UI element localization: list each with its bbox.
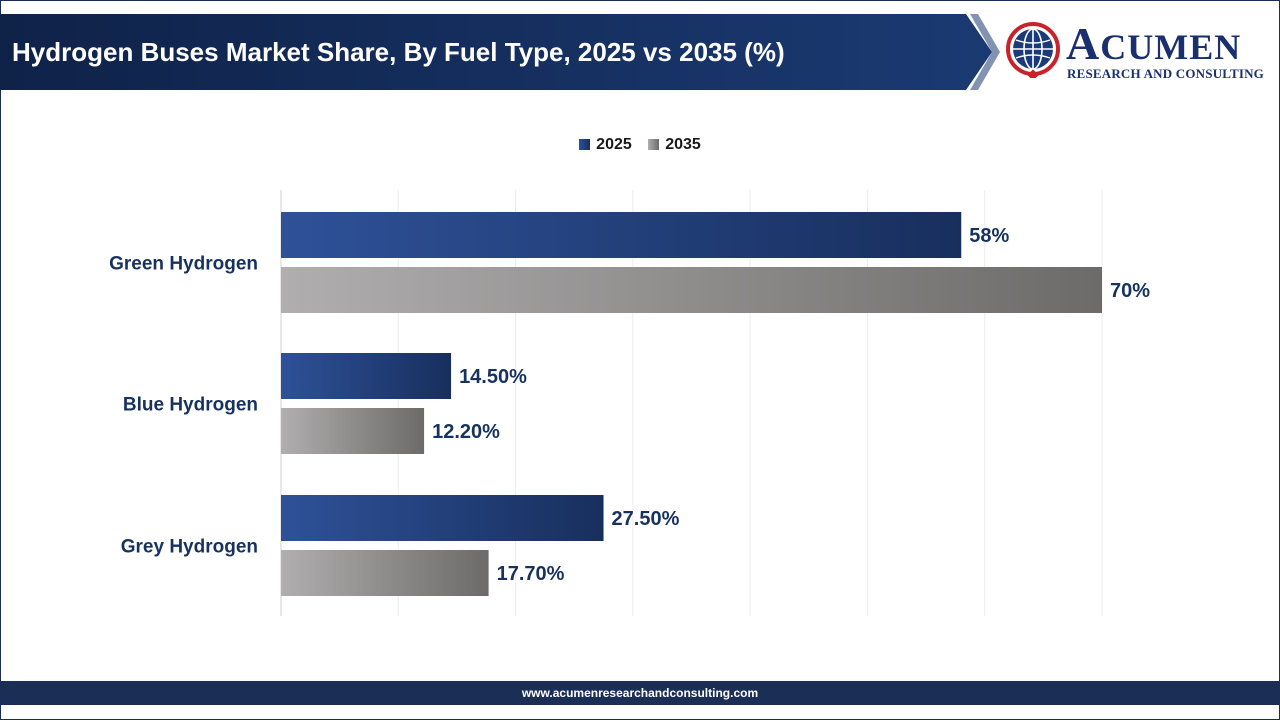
- bar-2035: [281, 408, 425, 454]
- data-label: 27.50%: [612, 508, 680, 530]
- logo-initial: A: [1066, 18, 1101, 69]
- category-label: Blue Hydrogen: [123, 395, 258, 416]
- legend-label-2025: 2025: [596, 136, 632, 153]
- chart-legend: 2025 2035: [0, 136, 1280, 154]
- footer-bar: www.acumenresearchandconsulting.com: [0, 681, 1280, 705]
- data-label: 14.50%: [459, 366, 527, 388]
- title-banner-shape: [0, 14, 1000, 90]
- legend-item-2025: 2025: [579, 136, 632, 154]
- bar-2025: [281, 495, 604, 541]
- footer-url[interactable]: www.acumenresearchandconsulting.com: [521, 686, 759, 700]
- bar-2035: [281, 550, 489, 596]
- chart-bars: [281, 212, 1102, 596]
- data-label: 12.20%: [432, 421, 500, 443]
- legend-swatch-2035: [648, 139, 660, 150]
- page-title: Hydrogen Buses Market Share, By Fuel Typ…: [12, 37, 785, 67]
- globe-icon: [1006, 22, 1060, 78]
- title-banner: [0, 14, 1000, 90]
- bar-2035: [281, 267, 1102, 313]
- company-logo: ACUMEN RESEARCH AND CONSULTING: [1004, 18, 1266, 84]
- category-label: Green Hydrogen: [109, 254, 258, 275]
- logo-tagline: RESEARCH AND CONSULTING: [1067, 66, 1264, 81]
- legend-swatch-2025: [579, 139, 591, 150]
- legend-item-2035: 2035: [648, 136, 701, 154]
- logo-name-rest: CUMEN: [1100, 27, 1242, 67]
- bar-2025: [281, 353, 452, 399]
- data-label: 70%: [1110, 280, 1150, 302]
- logo-wordmark: ACUMEN: [1066, 20, 1241, 71]
- data-label: 17.70%: [497, 563, 565, 585]
- legend-label-2035: 2035: [665, 136, 701, 153]
- chart-labels: Green Hydrogen 58% 70% Blue Hydrogen 14.50% 1…: [109, 225, 1150, 585]
- data-label: 58%: [969, 225, 1009, 247]
- chart-gridlines: [280, 190, 1103, 616]
- bar-2025: [281, 212, 962, 258]
- category-label: Grey Hydrogen: [121, 537, 258, 558]
